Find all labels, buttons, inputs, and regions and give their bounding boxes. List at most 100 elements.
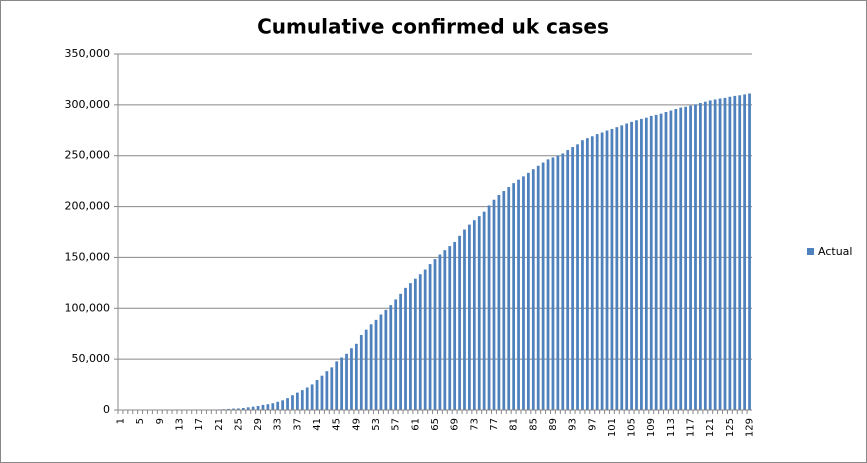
x-tick-label: 117 xyxy=(686,418,697,437)
x-tick-label: 13 xyxy=(174,418,185,431)
x-tick-label: 61 xyxy=(410,418,421,431)
bar xyxy=(694,104,697,411)
bar xyxy=(654,114,658,410)
bar xyxy=(679,107,683,411)
bar xyxy=(625,123,629,410)
x-tick-label: 9 xyxy=(155,418,166,424)
bar xyxy=(300,390,304,410)
bar xyxy=(345,353,348,410)
bar xyxy=(305,387,309,410)
bar xyxy=(723,97,727,411)
bar xyxy=(644,117,648,410)
bar xyxy=(566,150,570,410)
bar xyxy=(428,264,432,410)
bar xyxy=(674,109,678,410)
x-tick-label: 53 xyxy=(371,418,382,431)
y-tick-label: 300,000 xyxy=(65,98,111,111)
bar xyxy=(581,140,584,410)
bar xyxy=(453,241,457,410)
bar xyxy=(237,408,240,410)
bar xyxy=(448,246,452,410)
bar xyxy=(492,199,496,410)
y-tick-label: 0 xyxy=(103,403,110,416)
y-tick-label: 350,000 xyxy=(65,47,111,60)
bar xyxy=(541,162,545,410)
bar xyxy=(276,401,280,410)
bar xyxy=(232,408,235,410)
bar xyxy=(743,94,747,410)
bar xyxy=(418,274,422,410)
x-tick-label: 5 xyxy=(135,418,146,424)
chart-title: Cumulative confirmed uk cases xyxy=(257,15,609,39)
bar xyxy=(640,118,643,411)
x-tick-label: 49 xyxy=(351,418,362,431)
legend-label: Actual xyxy=(818,245,852,258)
x-tick-label: 69 xyxy=(450,418,461,431)
bar xyxy=(315,380,319,410)
bar xyxy=(241,408,245,410)
bar xyxy=(458,235,461,410)
x-tick-label: 57 xyxy=(391,418,402,431)
bar xyxy=(684,106,688,410)
bar xyxy=(620,125,624,410)
bar xyxy=(227,408,230,410)
bar xyxy=(536,165,540,410)
bar xyxy=(433,259,437,410)
bar xyxy=(384,309,388,410)
y-tick-label: 200,000 xyxy=(65,200,111,213)
x-tick-label: 73 xyxy=(469,418,480,431)
bar xyxy=(246,407,250,410)
bar xyxy=(713,99,717,410)
bar xyxy=(502,191,506,410)
x-tick-label: 37 xyxy=(292,418,303,431)
x-tick-label: 41 xyxy=(312,418,323,431)
x-tick-label: 45 xyxy=(332,418,343,431)
bar xyxy=(350,348,353,410)
x-tick-label: 97 xyxy=(587,418,598,431)
x-tick-label: 81 xyxy=(509,418,520,431)
bar xyxy=(251,406,255,410)
bar xyxy=(291,395,294,410)
y-tick-label: 50,000 xyxy=(72,352,111,365)
bar xyxy=(261,404,265,410)
bar xyxy=(635,120,638,411)
bar xyxy=(399,293,402,410)
bar xyxy=(738,95,742,411)
bar xyxy=(748,93,751,410)
bar xyxy=(359,334,363,410)
x-tick-label: 1 xyxy=(115,418,126,424)
bar xyxy=(404,287,407,410)
x-tick-label: 125 xyxy=(725,418,736,437)
bar xyxy=(364,329,368,410)
bar xyxy=(512,183,516,410)
x-tick-label: 105 xyxy=(627,418,638,437)
bar xyxy=(517,179,520,410)
bar xyxy=(531,169,535,410)
bar xyxy=(708,100,712,410)
legend-swatch xyxy=(807,248,814,255)
bar xyxy=(610,128,614,410)
x-tick-label: 109 xyxy=(646,418,657,437)
bar xyxy=(443,250,447,410)
bar xyxy=(340,357,343,410)
bar xyxy=(649,115,653,410)
bar xyxy=(507,187,511,410)
x-tick-label: 25 xyxy=(233,418,244,431)
x-tick-label: 121 xyxy=(705,418,716,437)
bar xyxy=(497,195,501,410)
bar xyxy=(590,136,594,410)
bar xyxy=(271,403,275,410)
bar xyxy=(689,105,692,410)
bar xyxy=(615,127,619,411)
bar xyxy=(266,404,270,410)
bar xyxy=(561,153,565,410)
bar xyxy=(669,110,673,410)
bar xyxy=(374,319,378,410)
x-tick-label: 129 xyxy=(745,418,756,437)
x-tick-label: 93 xyxy=(568,418,579,431)
bar xyxy=(335,361,339,410)
bar xyxy=(296,392,299,410)
bar xyxy=(477,216,481,410)
